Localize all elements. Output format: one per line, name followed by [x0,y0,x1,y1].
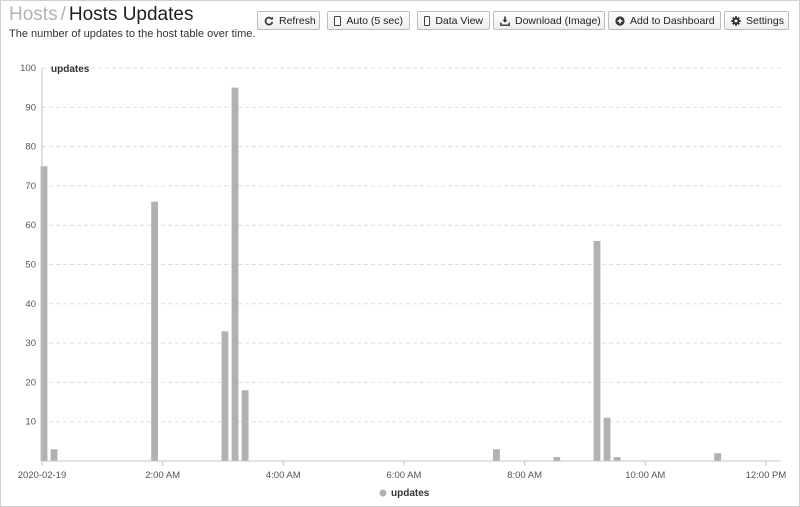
y-tick-label: 50 [25,260,36,271]
download-icon [500,16,510,26]
legend-marker [379,489,387,497]
data-view-toggle[interactable]: Data View [417,11,490,30]
bar-updates[interactable] [553,457,561,461]
bar-updates[interactable] [151,201,159,461]
legend-label-updates: updates [391,488,430,499]
add-to-dashboard-label: Add to Dashboard [630,14,715,27]
auto-refresh-toggle[interactable]: Auto (5 sec) [327,11,410,30]
chart-legend[interactable]: updates [379,488,430,499]
bar-updates[interactable] [593,240,601,461]
bar-updates[interactable] [493,449,500,461]
y-tick-label: 70 [25,181,36,192]
auto-refresh-label: Auto (5 sec) [346,14,403,27]
page-title: Hosts Updates [68,4,194,25]
y-tick-label: 100 [20,63,36,74]
x-tick-label: 8:00 AM [507,470,542,481]
refresh-icon [264,16,274,26]
bar-updates[interactable] [603,417,611,461]
bar-updates[interactable] [221,331,229,461]
y-tick-label: 80 [25,142,36,153]
refresh-button[interactable]: Refresh [257,11,320,30]
bar-updates[interactable] [50,449,58,461]
breadcrumb-hosts-link[interactable]: Hosts [9,4,58,25]
settings-button[interactable]: Settings [724,11,789,30]
y-tick-label: 10 [25,417,36,428]
x-tick-label: 2020-02-19 [18,470,67,481]
chart-bars [40,87,722,462]
download-label: Download (Image) [515,14,601,27]
y-tick-label: 60 [25,220,36,231]
chart-axes: 10 20 30 40 50 60 70 80 90 100 2020-02-19 2:00 AM 4:… [18,63,787,481]
checkbox-icon [424,15,431,26]
y-tick-label: 90 [25,102,36,113]
bar-updates[interactable] [231,87,239,462]
x-tick-label: 12:00 PM [746,470,787,481]
breadcrumb: Hosts / Hosts Updates [9,4,255,26]
bar-updates[interactable] [613,457,621,461]
download-image-button[interactable]: Download (Image) [493,11,605,30]
bar-updates[interactable] [40,166,48,461]
settings-label: Settings [746,14,784,27]
y-tick-label: 20 [25,377,36,388]
bar-updates[interactable] [241,390,249,461]
bar-updates[interactable] [714,453,722,461]
gear-icon [731,15,741,26]
breadcrumb-separator: / [60,4,66,25]
x-tick-label: 2:00 AM [145,470,180,481]
x-tick-label: 6:00 AM [387,470,422,481]
y-tick-label: 30 [25,338,36,349]
refresh-label: Refresh [279,14,316,27]
updates-bar-chart: 10 20 30 40 50 60 70 80 90 100 2020-02-19 2:00 AM 4:… [18,63,787,499]
data-view-label: Data View [435,14,483,27]
checkbox-icon [334,15,342,26]
x-tick-label: 10:00 AM [625,470,665,481]
x-tick-label: 4:00 AM [266,470,301,481]
add-to-dashboard-button[interactable]: Add to Dashboard [608,11,721,30]
page-header: Hosts / Hosts Updates The number of update… [9,4,255,40]
page-subtitle: The number of updates to the host table … [9,28,256,40]
y-tick-label: 40 [25,299,36,310]
plus-circle-icon [615,15,625,26]
series-label-updates: updates [51,64,90,75]
